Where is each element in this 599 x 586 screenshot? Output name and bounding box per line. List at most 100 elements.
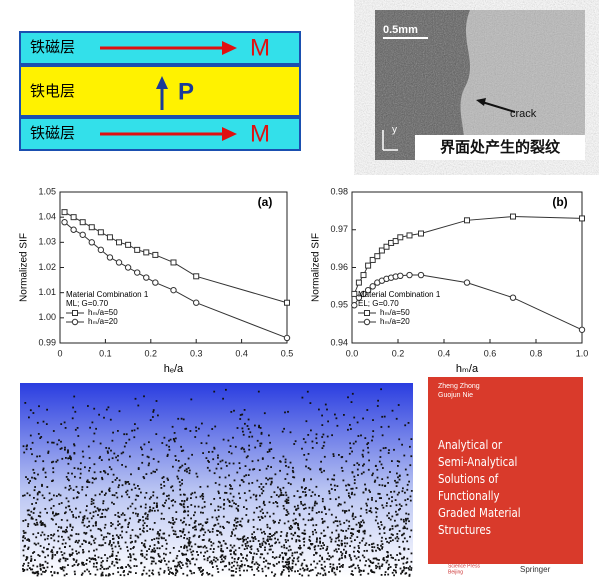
marker xyxy=(283,334,291,342)
particle xyxy=(215,557,218,559)
particle xyxy=(366,443,369,446)
particle xyxy=(95,477,97,480)
particle xyxy=(210,503,212,506)
particle xyxy=(350,559,353,561)
particle xyxy=(321,436,324,438)
particle xyxy=(150,472,153,475)
particle xyxy=(248,468,251,471)
particle xyxy=(26,539,29,541)
particle xyxy=(190,504,193,506)
particle xyxy=(301,562,304,565)
particle xyxy=(314,545,317,547)
particle xyxy=(88,570,90,573)
particle xyxy=(352,574,354,576)
particle xyxy=(42,468,45,471)
particle xyxy=(281,430,284,433)
particle xyxy=(334,489,336,491)
particle xyxy=(217,454,219,457)
particle xyxy=(287,520,290,523)
particle xyxy=(179,565,181,568)
particle xyxy=(398,438,401,441)
particle xyxy=(242,433,245,436)
particle xyxy=(288,560,290,563)
particle xyxy=(99,528,101,531)
particle xyxy=(179,530,182,533)
particle xyxy=(69,523,72,526)
particle xyxy=(220,547,223,550)
particle xyxy=(234,445,237,448)
particle xyxy=(105,574,107,577)
particle xyxy=(50,537,53,540)
particle xyxy=(310,519,312,521)
particle xyxy=(384,484,387,487)
particle xyxy=(260,483,263,485)
particle xyxy=(60,447,63,450)
particle xyxy=(383,526,386,529)
particle xyxy=(270,481,273,484)
particle xyxy=(285,514,288,516)
particle xyxy=(163,537,165,540)
particle xyxy=(72,558,75,560)
particle xyxy=(238,547,241,549)
particle xyxy=(201,572,204,575)
particle xyxy=(383,532,386,534)
particle xyxy=(172,547,175,549)
particle xyxy=(313,548,316,551)
particle xyxy=(114,514,117,516)
particle xyxy=(82,521,84,524)
particle xyxy=(341,557,343,559)
particle xyxy=(354,516,357,518)
particle xyxy=(236,564,239,567)
particle xyxy=(226,498,229,501)
particle xyxy=(395,513,398,516)
particle xyxy=(56,513,59,516)
particle xyxy=(388,497,390,500)
particle xyxy=(217,505,220,508)
particle xyxy=(268,450,271,453)
particle xyxy=(137,468,140,470)
particle xyxy=(396,472,398,475)
particle xyxy=(113,503,115,505)
particle xyxy=(262,490,265,492)
particle xyxy=(188,469,191,472)
particle xyxy=(265,560,268,562)
particle xyxy=(221,550,224,553)
particle xyxy=(287,539,289,542)
particle xyxy=(335,537,338,540)
particle xyxy=(42,460,45,463)
particle xyxy=(374,519,377,522)
particle xyxy=(71,565,74,567)
particle xyxy=(61,542,64,545)
particle xyxy=(140,491,142,494)
particle xyxy=(135,565,138,567)
particle xyxy=(176,570,179,573)
particle xyxy=(381,415,384,418)
particle xyxy=(351,471,354,473)
particle xyxy=(86,568,89,571)
particle xyxy=(157,531,159,533)
particle xyxy=(150,496,152,499)
particle xyxy=(60,551,63,553)
particle xyxy=(115,561,118,564)
particle xyxy=(140,505,142,508)
particle xyxy=(105,536,108,538)
particle xyxy=(240,479,243,481)
particle xyxy=(304,523,307,526)
particle xyxy=(317,544,320,547)
particle xyxy=(361,519,364,522)
particle xyxy=(211,562,213,565)
particle xyxy=(366,549,368,552)
particle xyxy=(276,505,279,508)
particle xyxy=(200,551,202,554)
particle xyxy=(137,404,140,407)
particle xyxy=(216,534,219,536)
particle xyxy=(262,486,265,488)
particle xyxy=(142,530,145,533)
particle xyxy=(220,554,223,557)
particle xyxy=(338,557,341,560)
particle xyxy=(121,464,123,466)
particle xyxy=(85,563,88,565)
particle xyxy=(410,438,413,440)
particle xyxy=(336,568,338,571)
particle xyxy=(203,558,206,561)
